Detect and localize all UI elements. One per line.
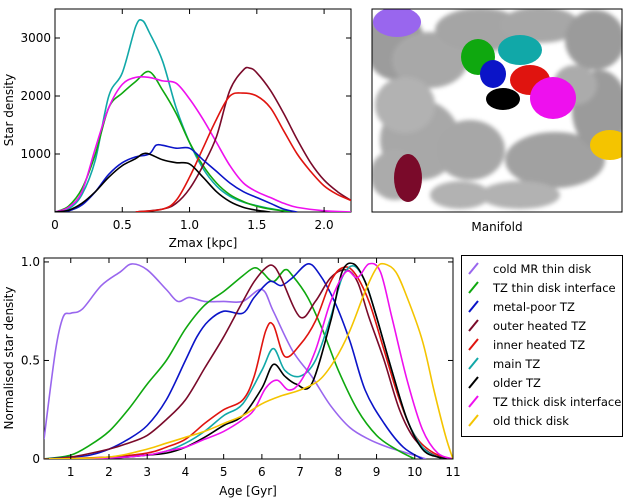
legend-line-icon (468, 338, 479, 351)
legend-line-icon (468, 300, 479, 313)
age-x-tick-label: 8 (335, 465, 343, 479)
age-series-cold-mr-thin-disk (44, 263, 427, 459)
age-y-tick-label: 0.5 (21, 353, 40, 367)
age-y-tick-label: 0 (32, 452, 40, 466)
legend-item: main TZ (468, 354, 622, 373)
age-series-metal-poor-tz (44, 263, 423, 459)
age-series-outer-heated-tz (44, 264, 453, 459)
zmax-x-tick-label: 0.5 (113, 218, 132, 232)
legend-label: old thick disk (493, 413, 569, 428)
legend: cold MR thin disk TZ thin disk interface… (461, 255, 623, 437)
zmax-series-tz-thick-disk-interface (55, 75, 351, 212)
age-series-tz-thin-disk-interface (44, 266, 416, 459)
zmax-y-tick-label: 3000 (20, 31, 51, 45)
zmax-series-outer-heated-tz (135, 66, 351, 212)
zmax-series-group (55, 18, 351, 212)
age-x-tick-label: 11 (445, 465, 460, 479)
age-y-tick-label: 1.0 (21, 255, 40, 269)
cluster-main-tz (498, 35, 542, 65)
zmax-ticks-group: 0 0.5 1.0 1.5 2.0 1000 2000 3000 (20, 9, 351, 232)
zmax-series-inner-heated-tz (135, 92, 351, 212)
cluster-outer-heated-tz (394, 154, 422, 202)
zmax-density-panel: 0 0.5 1.0 1.5 2.0 1000 2000 3000 Zmax [kpc] Sta… (2, 8, 352, 250)
age-series-group (44, 262, 453, 459)
age-x-tick-label: 10 (407, 465, 422, 479)
legend-line-icon (468, 414, 479, 427)
manifold-cluster-blobs (373, 9, 622, 202)
zmax-series-tz-thin-disk-interface (55, 70, 291, 212)
age-x-tick-label: 5 (220, 465, 228, 479)
zmax-y-tick-label: 1000 (20, 147, 51, 161)
zmax-x-label: Zmax [kpc] (169, 236, 238, 250)
zmax-x-tick-label: 1.0 (180, 218, 199, 232)
age-ticks-group: 1 2 3 4 5 6 7 8 9 10 11 0 0.5 1.0 (21, 255, 461, 479)
age-x-tick-label: 7 (296, 465, 304, 479)
legend-label: main TZ (493, 356, 541, 371)
legend-item: outer heated TZ (468, 316, 622, 335)
cluster-tz-thick-disk-interface (530, 77, 576, 119)
zmax-x-tick-label: 2.0 (315, 218, 334, 232)
legend-line-icon (468, 395, 479, 408)
legend-item: older TZ (468, 373, 622, 392)
age-axes-frame (43, 257, 454, 460)
legend-label: TZ thin disk interface (493, 280, 616, 295)
legend-item: TZ thick disk interface (468, 392, 622, 411)
legend-item: inner heated TZ (468, 335, 622, 354)
legend-label: outer heated TZ (493, 318, 587, 333)
zmax-y-tick-label: 2000 (20, 89, 51, 103)
manifold-panel: Manifold (371, 8, 623, 234)
zmax-series-older-tz (55, 152, 271, 212)
legend-line-icon (468, 262, 479, 275)
legend-item: old thick disk (468, 411, 622, 430)
age-density-panel: 1 2 3 4 5 6 7 8 9 10 11 0 0.5 1.0 Age [Gyr] Normalise… (2, 255, 461, 498)
cluster-old-thick-disk (590, 130, 622, 160)
legend-item: metal-poor TZ (468, 297, 622, 316)
age-x-tick-label: 9 (373, 465, 381, 479)
legend-line-icon (468, 357, 479, 370)
manifold-label: Manifold (471, 220, 522, 234)
legend-line-icon (468, 319, 479, 332)
legend-item: cold MR thin disk (468, 259, 622, 278)
legend-line-icon (468, 281, 479, 294)
age-series-older-tz (44, 262, 453, 459)
legend-label: metal-poor TZ (493, 299, 575, 314)
legend-line-icon (468, 376, 479, 389)
legend-label: TZ thick disk interface (493, 394, 622, 409)
manifold-frame (371, 8, 623, 213)
age-y-label: Normalised star density (2, 287, 16, 430)
cluster-metal-poor-tz (480, 60, 506, 88)
age-x-tick-label: 4 (182, 465, 190, 479)
zmax-y-label: Star density (2, 74, 16, 146)
legend-label: older TZ (493, 375, 541, 390)
legend-label: inner heated TZ (493, 337, 586, 352)
legend-label: cold MR thin disk (493, 261, 592, 276)
age-series-old-thick-disk (44, 262, 453, 459)
cluster-older-tz (486, 88, 520, 110)
zmax-axes-frame (54, 8, 352, 213)
zmax-x-tick-label: 0 (51, 218, 59, 232)
zmax-x-tick-label: 1.5 (247, 218, 266, 232)
age-x-label: Age [Gyr] (219, 484, 277, 498)
manifold-map (372, 9, 622, 209)
cluster-cold-mr-thin-disk (373, 9, 421, 37)
age-x-tick-label: 6 (258, 465, 266, 479)
age-x-tick-label: 2 (105, 465, 113, 479)
age-series-tz-thick-disk-interface (44, 262, 453, 459)
age-series-inner-heated-tz (44, 266, 453, 459)
age-x-tick-label: 1 (67, 465, 75, 479)
legend-item: TZ thin disk interface (468, 278, 622, 297)
age-x-tick-label: 3 (143, 465, 151, 479)
